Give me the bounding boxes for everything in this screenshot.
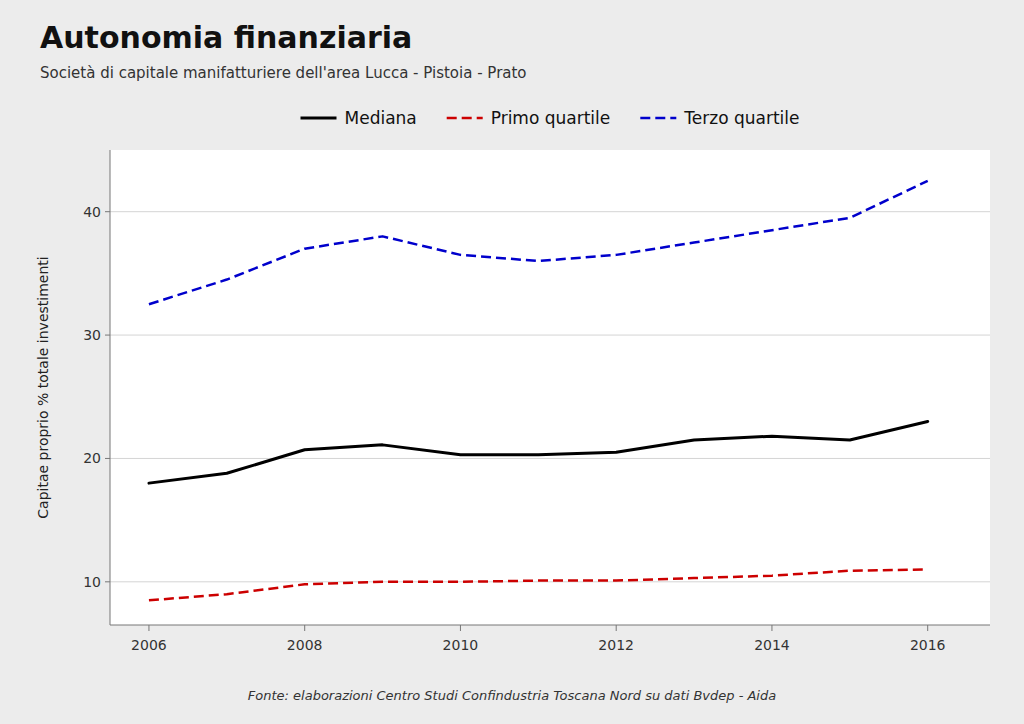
x-tick — [927, 625, 928, 631]
plot-area — [110, 150, 990, 625]
chart: Autonomia finanziaria Società di capitale… — [0, 0, 1024, 724]
x-tick — [460, 625, 461, 631]
series-line — [149, 181, 928, 304]
legend: Mediana Primo quartile Terzo quartile — [301, 108, 800, 128]
legend-label: Mediana — [345, 108, 417, 128]
x-tick-label: 2010 — [443, 637, 479, 653]
legend-swatch — [640, 117, 676, 120]
x-tick-label: 2008 — [287, 637, 323, 653]
legend-swatch — [301, 117, 337, 120]
y-tick — [105, 211, 110, 212]
y-axis-label: Capitae proprio % totale investimenti — [35, 256, 51, 518]
legend-swatch — [447, 117, 483, 120]
x-tick — [616, 625, 617, 631]
y-tick — [105, 458, 110, 459]
series-line — [149, 569, 928, 600]
y-tick-label: 20 — [83, 450, 101, 466]
x-tick-label: 2014 — [754, 637, 790, 653]
legend-label: Primo quartile — [491, 108, 611, 128]
y-tick-label: 10 — [83, 574, 101, 590]
title: Autonomia finanziaria — [40, 20, 412, 55]
y-tick-label: 40 — [83, 204, 101, 220]
legend-item: Terzo quartile — [640, 108, 799, 128]
grid-line — [110, 458, 990, 459]
legend-label: Terzo quartile — [683, 108, 799, 128]
x-axis-line — [110, 625, 990, 626]
grid-line — [110, 211, 990, 212]
y-axis-line — [110, 150, 111, 625]
grid-line — [110, 581, 990, 582]
grid-line — [110, 335, 990, 336]
footer: Fonte: elaborazioni Centro Studi Confind… — [248, 688, 776, 703]
x-tick-label: 2016 — [910, 637, 946, 653]
y-tick — [105, 335, 110, 336]
y-tick — [105, 581, 110, 582]
x-tick-label: 2006 — [131, 637, 167, 653]
grid — [110, 212, 990, 582]
legend-item: Primo quartile — [447, 108, 611, 128]
x-tick — [771, 625, 772, 631]
x-tick — [304, 625, 305, 631]
x-tick — [148, 625, 149, 631]
background — [0, 0, 1024, 724]
subtitle: Società di capitale manifatturiere dell'… — [40, 64, 527, 82]
lines — [149, 181, 928, 600]
x-tick-label: 2012 — [598, 637, 634, 653]
y-tick-label: 30 — [83, 327, 101, 343]
legend-item: Mediana — [301, 108, 417, 128]
series-line — [149, 421, 928, 483]
